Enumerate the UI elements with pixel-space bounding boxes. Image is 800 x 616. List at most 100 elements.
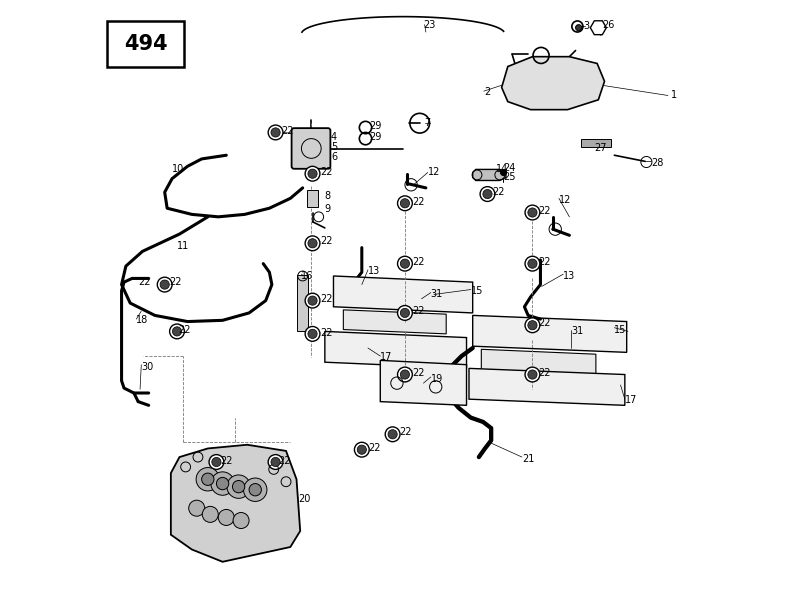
Text: 22: 22 [493,187,505,197]
Polygon shape [171,445,300,562]
Text: 11: 11 [177,241,190,251]
Text: 17: 17 [380,352,393,362]
Circle shape [211,472,234,495]
Text: 19: 19 [431,374,443,384]
Ellipse shape [525,205,540,220]
Text: 13: 13 [563,271,575,281]
Polygon shape [502,57,605,110]
Ellipse shape [525,256,540,271]
Text: 22: 22 [282,126,294,136]
Circle shape [217,477,229,490]
Text: 22: 22 [178,325,190,334]
Text: 22: 22 [368,444,381,453]
Text: 31: 31 [571,326,583,336]
Text: 3: 3 [583,21,590,31]
Ellipse shape [308,239,317,248]
Ellipse shape [308,169,317,179]
Ellipse shape [525,318,540,333]
Polygon shape [325,331,466,368]
Text: 22: 22 [320,294,333,304]
Ellipse shape [212,457,221,467]
Text: 6: 6 [331,152,337,162]
Text: 25: 25 [503,172,516,182]
Circle shape [501,169,506,176]
Polygon shape [482,349,596,375]
FancyBboxPatch shape [297,275,308,331]
Text: 22: 22 [538,257,551,267]
Ellipse shape [398,306,412,320]
Text: 22: 22 [138,277,150,287]
Text: 26: 26 [602,20,614,30]
Ellipse shape [480,187,495,201]
Polygon shape [590,21,606,34]
Ellipse shape [305,326,320,341]
Text: 28: 28 [651,158,664,168]
Ellipse shape [271,457,280,467]
Circle shape [575,25,582,31]
Text: 22: 22 [220,456,233,466]
Ellipse shape [268,125,283,140]
Ellipse shape [209,455,224,469]
Text: 13: 13 [368,266,380,276]
Polygon shape [343,310,446,334]
Ellipse shape [268,455,283,469]
Text: 1: 1 [671,91,677,100]
Circle shape [218,509,234,525]
Text: 5: 5 [331,142,338,152]
Ellipse shape [160,280,170,290]
Circle shape [196,468,219,491]
Polygon shape [469,368,625,405]
Circle shape [249,484,262,496]
Text: 12: 12 [559,195,571,205]
Circle shape [202,473,214,485]
Text: 22: 22 [320,237,333,246]
Text: 24: 24 [503,163,516,172]
Text: 8: 8 [325,191,331,201]
Text: 27: 27 [594,143,606,153]
Text: 21: 21 [522,454,534,464]
Text: 10: 10 [172,164,184,174]
Text: 22: 22 [538,318,551,328]
Ellipse shape [528,259,537,269]
Ellipse shape [308,296,317,306]
Text: 494: 494 [124,34,167,54]
Text: 20: 20 [298,494,310,504]
Ellipse shape [308,329,317,339]
Ellipse shape [305,236,320,251]
Ellipse shape [483,190,492,198]
Ellipse shape [398,367,412,382]
Ellipse shape [400,370,410,379]
Text: 7: 7 [425,118,431,128]
Circle shape [243,478,267,501]
Text: 22: 22 [320,168,333,177]
Ellipse shape [398,256,412,271]
FancyBboxPatch shape [581,139,610,147]
Circle shape [189,500,205,516]
Ellipse shape [400,198,410,208]
FancyBboxPatch shape [307,190,318,207]
Text: 22: 22 [169,277,182,287]
Polygon shape [473,315,626,352]
Text: 12: 12 [428,168,440,177]
Text: 4: 4 [331,132,337,142]
Ellipse shape [170,324,185,339]
Text: 9: 9 [325,205,331,214]
Polygon shape [380,360,466,405]
Ellipse shape [525,367,540,382]
Circle shape [233,513,249,529]
Text: 23: 23 [423,20,436,30]
Text: 16: 16 [302,271,314,281]
Ellipse shape [354,442,370,457]
FancyBboxPatch shape [107,21,184,67]
Text: 15: 15 [471,286,483,296]
Ellipse shape [528,370,537,379]
Text: 15: 15 [614,325,626,334]
Text: 30: 30 [142,362,154,371]
Ellipse shape [400,309,410,318]
Text: 29: 29 [370,132,382,142]
Text: 22: 22 [320,328,333,338]
Ellipse shape [528,320,537,330]
Ellipse shape [158,277,172,292]
Circle shape [227,475,250,498]
Ellipse shape [172,326,182,336]
